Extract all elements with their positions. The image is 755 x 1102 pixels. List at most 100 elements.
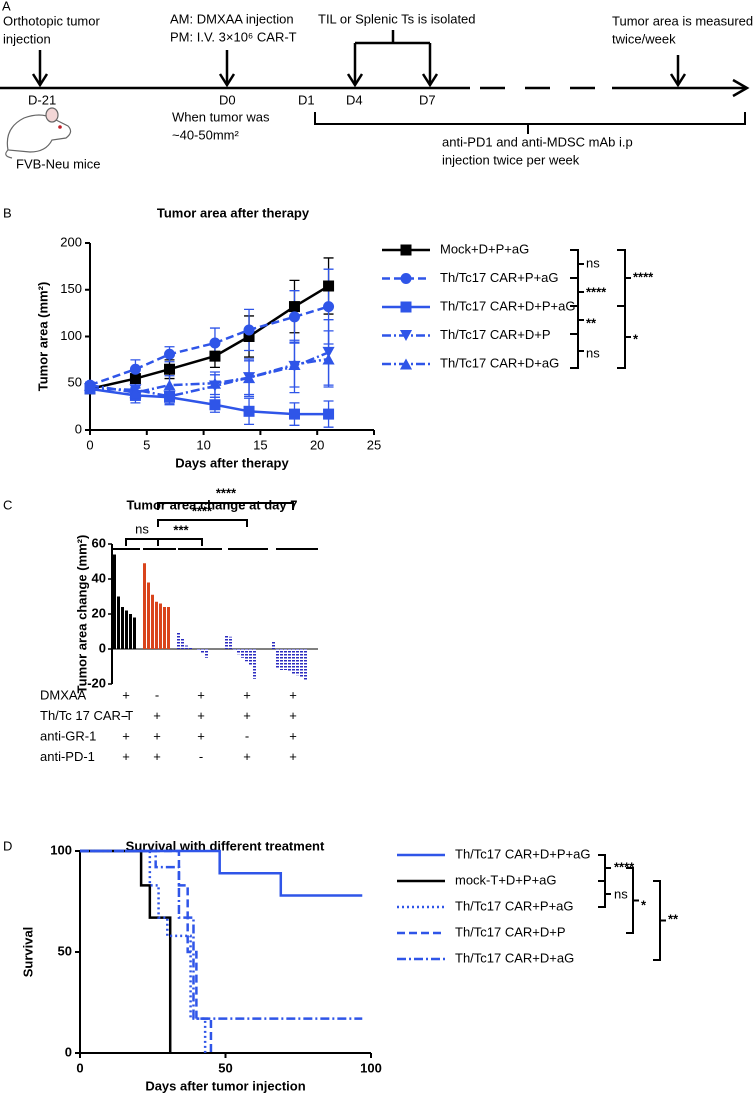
significance-label: **** xyxy=(216,485,237,500)
treatment-mark: - xyxy=(155,687,159,702)
bar xyxy=(300,649,303,677)
panel-label: D xyxy=(3,838,12,853)
treatment-mark: - xyxy=(199,749,203,764)
significance-label: * xyxy=(641,897,647,912)
bar xyxy=(133,617,136,649)
marker xyxy=(288,359,301,371)
marker xyxy=(164,348,176,360)
marker xyxy=(209,350,221,362)
bar xyxy=(155,601,158,649)
timeline-text: D7 xyxy=(419,92,436,107)
significance-label: ** xyxy=(586,315,597,330)
x-tick-label: 5 xyxy=(143,437,150,452)
significance-label: **** xyxy=(633,269,654,284)
timeline-shapes xyxy=(0,30,750,134)
treatment-mark: + xyxy=(243,749,251,764)
legend-label: Th/Tc17 CAR+D+P+aG xyxy=(440,298,575,313)
marker xyxy=(209,399,221,411)
chart-title: Tumor area change at day 7 xyxy=(127,497,298,512)
marker xyxy=(288,311,300,323)
bar xyxy=(296,649,299,676)
treatment-label: Th/Tc 17 CAR-T xyxy=(40,708,133,723)
timeline-text: injection xyxy=(3,31,51,46)
treatment-mark: + xyxy=(153,728,161,743)
significance-label: ns xyxy=(135,521,149,536)
bar xyxy=(121,607,124,649)
marker xyxy=(399,358,413,370)
bar xyxy=(304,649,307,681)
marker xyxy=(163,379,176,391)
significance-bracket xyxy=(598,854,611,882)
bar xyxy=(249,649,252,665)
survival-curve xyxy=(80,849,172,1053)
timeline-text: FVB-Neu mice xyxy=(16,156,101,171)
significance-bracket xyxy=(157,519,248,527)
treatment-mark: + xyxy=(122,728,130,743)
significance-label: ns xyxy=(614,886,628,901)
y-tick-label: 0 xyxy=(65,1044,72,1059)
bar xyxy=(117,596,120,649)
legend-label: Th/Tc17 CAR+D+P+aG xyxy=(455,846,590,861)
significance-bracket xyxy=(570,249,584,279)
bar xyxy=(280,649,283,670)
treatment-mark: + xyxy=(289,749,297,764)
bar xyxy=(272,642,275,649)
legend-label: Th/Tc17 CAR+D+P xyxy=(455,924,566,939)
marker xyxy=(400,244,412,256)
treatment-mark: + xyxy=(122,687,130,702)
legend-label: Th/Tc17 CAR+P+aG xyxy=(455,898,574,913)
y-tick-label: 0 xyxy=(75,421,82,436)
survival-curve xyxy=(80,849,363,1020)
marker xyxy=(322,353,335,365)
bar xyxy=(159,603,162,649)
significance-bracket xyxy=(617,305,631,369)
legend-label: Th/Tc17 CAR+D+aG xyxy=(455,950,574,965)
timeline-text: Tumor area is measured xyxy=(612,13,753,28)
treatment-mark: + xyxy=(289,708,297,723)
timeline-text: AM: DMXAA injection xyxy=(170,11,294,26)
chart-title: Tumor area after therapy xyxy=(157,205,310,220)
bar xyxy=(205,649,208,658)
timeline-text: TIL or Splenic Ts is isolated xyxy=(318,11,476,26)
treatment-label: anti-PD-1 xyxy=(40,749,95,764)
legend-label: Th/Tc17 CAR+D+aG xyxy=(440,355,559,370)
chart-title: Survival with different treatment xyxy=(126,838,325,853)
x-tick-label: 50 xyxy=(218,1060,232,1075)
bar xyxy=(225,635,228,649)
mouse-icon xyxy=(5,107,72,159)
bar xyxy=(129,614,132,649)
bar xyxy=(288,649,291,672)
marker xyxy=(163,390,176,402)
significance-label: **** xyxy=(614,859,635,874)
y-axis-label: Tumor area change (mm²) xyxy=(74,535,89,694)
survival-curve xyxy=(80,849,207,1053)
treatment-mark: + xyxy=(243,708,251,723)
marker xyxy=(129,387,142,399)
bar xyxy=(292,649,295,674)
marker xyxy=(322,346,335,358)
marker xyxy=(400,273,412,284)
timeline-text: twice/week xyxy=(612,31,676,46)
significance-label: ns xyxy=(586,255,600,270)
bar xyxy=(245,649,248,662)
survival-curve xyxy=(80,849,363,897)
bar xyxy=(181,638,184,649)
timeline-text: When tumor was xyxy=(172,109,270,124)
bar xyxy=(147,582,150,649)
treatment-mark: + xyxy=(122,749,130,764)
marker xyxy=(323,301,335,313)
timeline-text: injection twice per week xyxy=(442,152,580,167)
bar xyxy=(241,649,244,658)
marker xyxy=(288,408,300,420)
bar xyxy=(167,607,170,649)
marker xyxy=(243,324,255,336)
significance-bracket xyxy=(653,880,666,961)
treatment-label: anti-GR-1 xyxy=(40,728,96,743)
significance-label: **** xyxy=(192,503,213,518)
bar xyxy=(276,649,279,669)
panel-label: C xyxy=(3,497,12,512)
significance-bracket xyxy=(626,867,639,934)
y-tick-label: 20 xyxy=(92,605,106,620)
timeline-text: D4 xyxy=(346,92,363,107)
y-tick-label: 50 xyxy=(68,375,82,390)
